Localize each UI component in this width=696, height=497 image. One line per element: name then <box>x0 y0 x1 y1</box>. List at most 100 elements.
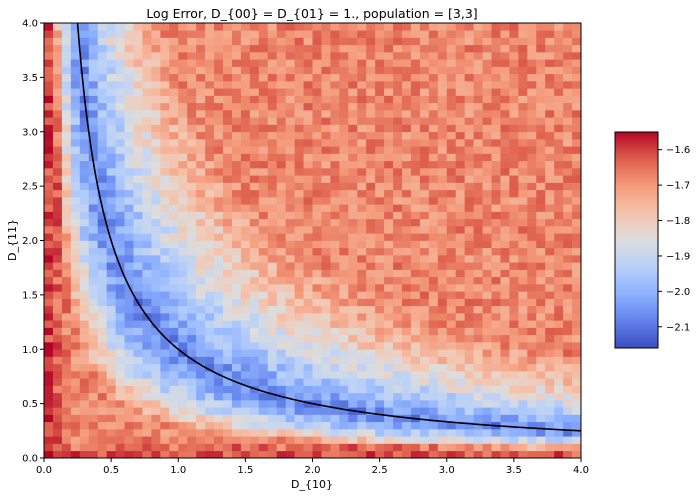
heatmap-cell <box>267 197 278 205</box>
heatmap-cell <box>231 276 242 285</box>
heatmap-cell <box>419 88 430 96</box>
heatmap-cell <box>124 400 134 408</box>
heatmap-cell <box>88 407 99 415</box>
heatmap-cell <box>366 240 376 249</box>
heatmap-cell <box>384 392 394 401</box>
heatmap-cell <box>330 262 340 270</box>
heatmap-cell <box>196 124 206 133</box>
heatmap-cell <box>509 298 519 307</box>
heatmap-cell <box>321 189 331 198</box>
heatmap-cell <box>572 407 582 415</box>
heatmap-cell <box>464 356 474 365</box>
heatmap-cell <box>240 95 251 104</box>
heatmap-cell <box>482 131 492 140</box>
heatmap-cell <box>572 73 582 82</box>
heatmap-cell <box>151 247 161 256</box>
heatmap-cell <box>455 153 465 162</box>
heatmap-cell <box>142 284 152 292</box>
heatmap-cell <box>187 298 197 307</box>
heatmap-cell <box>330 189 340 198</box>
heatmap-cell <box>348 73 358 82</box>
heatmap-cell <box>536 175 546 183</box>
heatmap-cell <box>357 226 367 234</box>
heatmap-cell <box>214 378 224 386</box>
heatmap-cell <box>88 262 99 270</box>
heatmap-cell <box>303 88 313 96</box>
heatmap-cell <box>357 407 367 415</box>
heatmap-cell <box>267 81 278 89</box>
heatmap-cell <box>410 160 421 169</box>
heatmap-cell <box>124 429 134 437</box>
heatmap-cell <box>196 30 206 38</box>
heatmap-cell <box>464 262 474 270</box>
heatmap-cell <box>124 320 134 328</box>
heatmap-cell <box>410 110 421 118</box>
heatmap-cell <box>142 450 152 459</box>
heatmap-cell <box>205 334 215 343</box>
heatmap-cell <box>258 197 269 205</box>
heatmap-cell <box>366 189 376 198</box>
heatmap-cell <box>455 363 465 372</box>
heatmap-cell <box>276 189 286 198</box>
heatmap-cell <box>258 429 269 437</box>
heatmap-cell <box>527 407 537 415</box>
heatmap-cell <box>375 204 385 212</box>
heatmap-cell <box>402 284 412 292</box>
heatmap-cell <box>303 371 313 379</box>
heatmap-cell <box>446 197 457 205</box>
heatmap-cell <box>142 211 152 220</box>
heatmap-cell <box>473 363 483 372</box>
heatmap-cell <box>410 95 421 104</box>
heatmap-cell <box>563 73 573 82</box>
heatmap-cell <box>187 197 197 205</box>
heatmap-cell <box>554 153 564 162</box>
heatmap-cell <box>437 160 448 169</box>
heatmap-cell <box>384 160 394 169</box>
heatmap-cell <box>115 160 125 169</box>
heatmap-cell <box>482 436 492 444</box>
heatmap-cell <box>133 197 143 205</box>
heatmap-cell <box>142 342 152 350</box>
heatmap-cell <box>366 298 376 307</box>
heatmap-cell <box>285 247 295 256</box>
heatmap-cell <box>231 52 242 60</box>
heatmap-cell <box>384 443 394 452</box>
heatmap-cell <box>491 204 501 212</box>
heatmap-cell <box>419 342 430 350</box>
heatmap-cell <box>348 320 358 328</box>
heatmap-cell <box>115 305 125 314</box>
heatmap-cell <box>294 400 304 408</box>
heatmap-cell <box>106 407 116 415</box>
heatmap-cell <box>375 443 385 452</box>
heatmap-cell <box>240 284 251 292</box>
heatmap-cell <box>482 414 492 423</box>
heatmap-cell <box>79 168 90 176</box>
heatmap-cell <box>178 95 188 104</box>
heatmap-cell <box>437 371 448 379</box>
heatmap-cell <box>205 284 215 292</box>
heatmap-cell <box>214 189 224 198</box>
heatmap-cell <box>437 385 448 394</box>
heatmap-cell <box>303 385 313 394</box>
heatmap-cell <box>536 443 546 452</box>
heatmap-cell <box>258 392 269 401</box>
heatmap-cell <box>240 443 251 452</box>
heatmap-cell <box>258 349 269 357</box>
heatmap-cell <box>258 66 269 75</box>
heatmap-cell <box>473 81 483 89</box>
heatmap-cell <box>312 23 322 31</box>
heatmap-cell <box>52 407 63 415</box>
heatmap-cell <box>79 146 90 154</box>
heatmap-cell <box>97 421 107 430</box>
heatmap-cell <box>500 52 510 60</box>
heatmap-cell <box>285 226 295 234</box>
heatmap-cell <box>133 443 143 452</box>
heatmap-cell <box>44 443 54 452</box>
heatmap-cell <box>500 117 510 125</box>
colorbar-tick-label: −1.7 <box>666 181 690 192</box>
heatmap-cell <box>294 66 304 75</box>
heatmap-cell <box>294 197 304 205</box>
heatmap-cell <box>267 407 278 415</box>
heatmap-cell <box>231 88 242 96</box>
heatmap-cell <box>249 117 260 125</box>
